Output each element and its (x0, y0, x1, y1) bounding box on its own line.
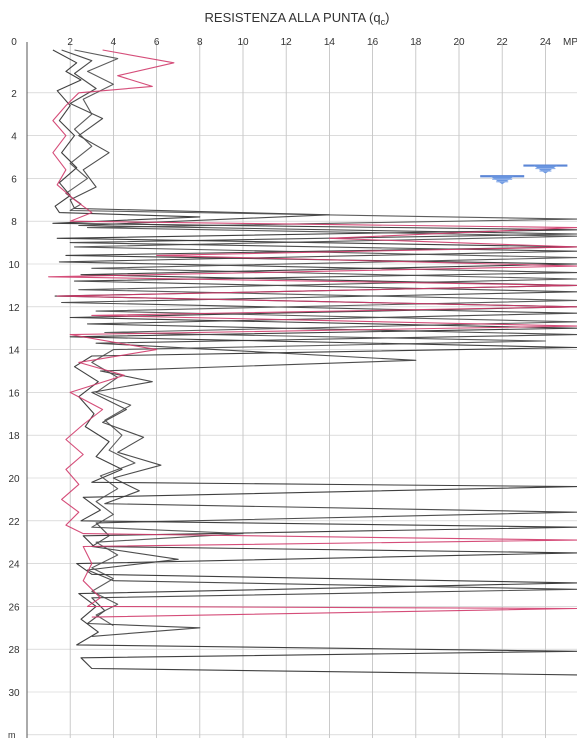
y-tick-label: 30 (8, 688, 20, 699)
x-tick-label: 20 (453, 37, 465, 48)
series-lines (48, 49, 577, 676)
y-tick-label: 28 (8, 645, 20, 656)
water-table-triangle (533, 165, 558, 174)
y-tick-label: 26 (8, 602, 20, 613)
y-tick-label: 10 (8, 260, 20, 271)
water-table-marker-2 (523, 164, 568, 174)
y-tick-label: 6 (11, 174, 17, 185)
x-tick-label: 18 (410, 37, 422, 48)
x-tick-label: 24 (540, 37, 552, 48)
y-tick-label: 8 (11, 217, 17, 228)
water-table-markers (480, 164, 568, 185)
water-table-marker-1 (480, 175, 525, 185)
y-tick-label: 16 (8, 388, 20, 399)
x-tick-label: 10 (237, 37, 249, 48)
x-tick-label: 12 (281, 37, 293, 48)
cpt-series-line-3 (65, 49, 577, 627)
grid-lines (26, 42, 577, 738)
cpt-series-line-1 (52, 49, 577, 676)
x-tick-label: 4 (111, 37, 117, 48)
x-unit-label: MP (563, 37, 577, 48)
y-tick-label: 18 (8, 431, 20, 442)
y-tick-label: 2 (11, 89, 17, 100)
x-tick-label: 2 (67, 37, 73, 48)
x-tick-label: 16 (367, 37, 379, 48)
water-table-triangle (490, 176, 515, 185)
y-tick-label: 24 (8, 560, 20, 571)
cpt-series-line-4 (48, 49, 577, 618)
cpt-series-line-2 (58, 49, 577, 637)
y-tick-label: 14 (8, 346, 20, 357)
x-tick-label: 0 (11, 37, 17, 48)
x-tick-label: 8 (197, 37, 203, 48)
x-tick-label: 14 (324, 37, 336, 48)
x-tick-label: 22 (497, 37, 509, 48)
y-tick-label: 12 (8, 303, 20, 314)
chart-title-subscript: c (381, 17, 386, 27)
y-tick-label: 20 (8, 474, 20, 485)
x-tick-label: 6 (154, 37, 160, 48)
y-tick-label: 4 (11, 132, 17, 143)
axis-ticks: 0 2 4 6 8 10 12 14 16 18 20 22 242468101214161820222… (8, 37, 551, 699)
y-tick-label: 22 (8, 517, 20, 528)
y-unit-label: m (8, 730, 16, 740)
chart-title: RESISTENZA ALLA PUNTA (qc) (205, 10, 390, 27)
